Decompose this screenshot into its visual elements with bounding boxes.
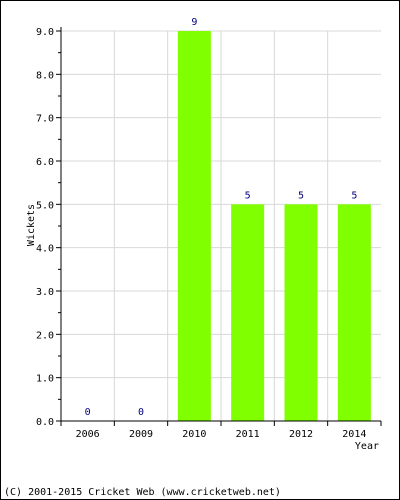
x-tick-label-2011: 2011	[236, 429, 260, 440]
y-tick-label: 7.0	[36, 114, 54, 125]
y-tick-label: 5.0	[36, 200, 54, 211]
y-axis-title: Wickets	[26, 204, 37, 246]
x-tick-label-2009: 2009	[129, 429, 153, 440]
labels: 0.0 1.0 2.0 3.0 4.0 5.0 6.0 7.0 8.0 9.0 0 2006 0 2009…	[36, 17, 366, 440]
bar-2011	[231, 204, 265, 421]
grid-lines	[61, 30, 381, 421]
y-tick-label: 2.0	[36, 330, 54, 341]
data-label-2006: 0	[85, 407, 91, 418]
bar-2012	[284, 204, 318, 421]
y-tick-label: 1.0	[36, 374, 54, 385]
x-tick-label-2006: 2006	[76, 429, 100, 440]
y-tick-label: 6.0	[36, 157, 54, 168]
copyright-footer: (C) 2001-2015 Cricket Web (www.cricketwe…	[4, 487, 281, 498]
y-tick-label: 8.0	[36, 70, 54, 81]
y-tick-label: 0.0	[36, 417, 54, 428]
y-tick-label: 4.0	[36, 244, 54, 255]
bar-2014	[337, 204, 371, 421]
y-tick-label: 9.0	[36, 27, 54, 38]
data-label-2011: 5	[245, 190, 251, 201]
data-label-2012: 5	[298, 190, 304, 201]
x-tick-label-2014: 2014	[342, 429, 366, 440]
x-tick-label-2012: 2012	[289, 429, 313, 440]
bar-2010	[177, 31, 211, 421]
x-axis-title: Year	[355, 441, 379, 452]
bars	[177, 31, 371, 421]
data-label-2009: 0	[138, 407, 144, 418]
y-tick-label: 3.0	[36, 287, 54, 298]
x-tick-label-2010: 2010	[182, 429, 206, 440]
data-label-2010: 9	[191, 17, 197, 28]
axes	[56, 27, 382, 426]
data-label-2014: 5	[351, 190, 357, 201]
